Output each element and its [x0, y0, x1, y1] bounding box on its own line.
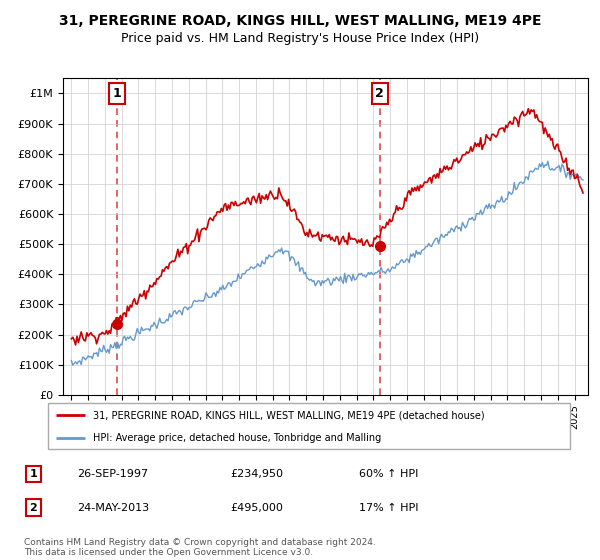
Text: Contains HM Land Registry data © Crown copyright and database right 2024.
This d: Contains HM Land Registry data © Crown c… [24, 538, 376, 557]
Text: 1: 1 [113, 87, 122, 100]
Text: 24-MAY-2013: 24-MAY-2013 [77, 502, 149, 512]
Text: 17% ↑ HPI: 17% ↑ HPI [359, 502, 418, 512]
Text: £495,000: £495,000 [230, 502, 283, 512]
FancyBboxPatch shape [47, 404, 571, 449]
Text: 1: 1 [29, 469, 37, 479]
Text: HPI: Average price, detached house, Tonbridge and Malling: HPI: Average price, detached house, Tonb… [92, 433, 381, 443]
Text: Price paid vs. HM Land Registry's House Price Index (HPI): Price paid vs. HM Land Registry's House … [121, 32, 479, 45]
Text: 31, PEREGRINE ROAD, KINGS HILL, WEST MALLING, ME19 4PE (detached house): 31, PEREGRINE ROAD, KINGS HILL, WEST MAL… [92, 410, 484, 421]
Text: 60% ↑ HPI: 60% ↑ HPI [359, 469, 418, 479]
Text: 26-SEP-1997: 26-SEP-1997 [77, 469, 148, 479]
Text: 2: 2 [376, 87, 384, 100]
Text: 31, PEREGRINE ROAD, KINGS HILL, WEST MALLING, ME19 4PE: 31, PEREGRINE ROAD, KINGS HILL, WEST MAL… [59, 14, 541, 28]
Text: £234,950: £234,950 [230, 469, 283, 479]
Text: 2: 2 [29, 502, 37, 512]
